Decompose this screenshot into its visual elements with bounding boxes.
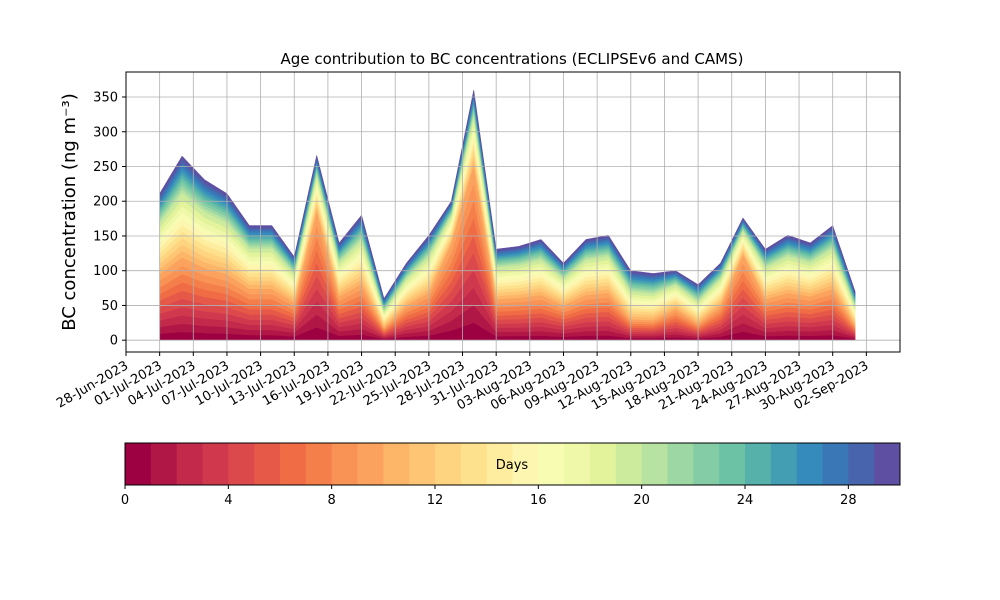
- colorbar-frame: [124, 442, 901, 486]
- colorbar-bin: [150, 443, 178, 485]
- colorbar-bin: [693, 443, 720, 485]
- colorbar-tick-label: 12: [427, 493, 444, 508]
- colorbar-bin: [305, 443, 333, 485]
- colorbar-tick-label: 28: [840, 493, 857, 508]
- colorbar-bin: [615, 443, 643, 485]
- colorbar-bin: [409, 443, 436, 485]
- y-axis-label: BC concentration (ng m⁻³): [59, 93, 80, 331]
- y-tick-label: 200: [93, 195, 118, 210]
- y-tick-label: 0: [110, 334, 118, 349]
- colorbar-bin: [538, 443, 565, 485]
- colorbar-bin: [641, 443, 668, 485]
- y-tick-label: 150: [93, 229, 118, 244]
- y-tick-label: 100: [93, 264, 118, 279]
- colorbar-bin: [667, 443, 694, 485]
- colorbar-bin: [460, 443, 488, 485]
- y-tick-label: 300: [93, 125, 118, 140]
- colorbar-bin: [435, 443, 462, 485]
- colorbar-bin: [848, 443, 875, 485]
- colorbar-tick-label: 8: [328, 493, 336, 508]
- colorbar-tick-label: 24: [737, 493, 754, 508]
- colorbar-bin: [254, 443, 281, 485]
- colorbar-tick-label: 4: [224, 493, 232, 508]
- colorbar-bin: [357, 443, 384, 485]
- colorbar-tick-label: 0: [121, 493, 129, 508]
- colorbar-bin: [874, 443, 901, 485]
- colorbar-bin: [745, 443, 772, 485]
- area-layer: [159, 90, 856, 301]
- colorbar-tick-label: 16: [530, 493, 547, 508]
- plot-frame: [125, 71, 901, 353]
- colorbar-bin: [486, 443, 513, 485]
- y-tick-label: 350: [93, 91, 118, 106]
- colorbar-bin: [280, 443, 307, 485]
- colorbar-tick-label: 20: [633, 493, 650, 508]
- chart-title: Age contribution to BC concentrations (E…: [281, 50, 744, 68]
- colorbar-bin: [512, 443, 539, 485]
- colorbar-bin: [822, 443, 849, 485]
- colorbar-bin: [125, 443, 152, 485]
- colorbar-bin: [383, 443, 410, 485]
- colorbar-bin: [228, 443, 255, 485]
- colorbar-bin: [719, 443, 746, 485]
- y-tick-label: 50: [101, 299, 118, 314]
- colorbar-bin: [331, 443, 358, 485]
- y-tick-label: 250: [93, 160, 118, 175]
- colorbar-bin: [770, 443, 798, 485]
- colorbar-label: Days: [496, 458, 529, 473]
- colorbar-bin: [590, 443, 617, 485]
- colorbar-bin: [202, 443, 229, 485]
- colorbar-bin: [176, 443, 203, 485]
- colorbar-bin: [796, 443, 823, 485]
- colorbar-bin: [564, 443, 591, 485]
